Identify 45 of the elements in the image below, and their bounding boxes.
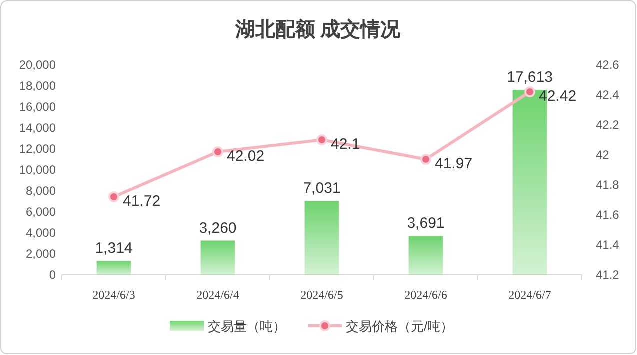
data-label: 42.1: [331, 136, 360, 153]
y-tick-label: 6,000: [26, 205, 56, 219]
bar: [304, 201, 340, 275]
chart-title: 湖北配额 成交情况: [234, 18, 402, 41]
y-tick-label: 20,000: [19, 58, 56, 72]
y-tick-label: 10,000: [19, 163, 56, 177]
y-tick-label: 16,000: [19, 100, 56, 114]
data-label: 3,691: [407, 215, 445, 232]
y-tick-label: 4,000: [26, 226, 56, 240]
data-label: 41.97: [435, 156, 473, 172]
y-tick-label: 0: [49, 268, 56, 282]
point: [420, 154, 432, 165]
y2-tick-label: 42: [596, 148, 610, 162]
point: [108, 192, 120, 202]
y-tick-label: 14,000: [19, 121, 56, 135]
point: [524, 86, 536, 98]
legend-label: 交易量（吨）: [208, 319, 286, 334]
data-label: 41.72: [123, 193, 161, 210]
y-tick-label: 18,000: [19, 79, 56, 93]
data-label: 42.02: [227, 148, 265, 165]
point: [316, 134, 328, 146]
point: [212, 146, 224, 158]
bar: [96, 261, 132, 275]
bar: [200, 240, 236, 275]
y2-tick-label: 41.2: [596, 268, 620, 282]
y2-tick-label: 42.6: [596, 58, 620, 72]
y2-tick-label: 41.8: [596, 178, 620, 192]
x-tick-label: 2024/6/5: [300, 288, 344, 302]
y-tick-label: 12,000: [19, 142, 56, 156]
x-tick-label: 2024/6/4: [196, 288, 240, 302]
bar: [408, 236, 444, 275]
y2-tick-label: 41.6: [596, 208, 620, 222]
y-tick-label: 2,000: [26, 247, 56, 261]
y-tick-label: 8,000: [26, 184, 56, 198]
data-label: 17,613: [507, 69, 553, 86]
y2-tick-label: 41.4: [596, 238, 620, 252]
y2-tick-label: 42.2: [596, 118, 620, 132]
y2-tick-label: 42.4: [596, 88, 620, 102]
legend-label: 交易价格（元/吨）: [346, 319, 454, 334]
x-tick-label: 2024/6/6: [404, 288, 448, 302]
data-label: 3,260: [199, 220, 237, 237]
x-tick-label: 2024/6/7: [508, 288, 552, 302]
x-tick-label: 2024/6/3: [92, 288, 136, 302]
data-label: 7,031: [303, 180, 341, 198]
data-label: 1,314: [95, 240, 133, 258]
